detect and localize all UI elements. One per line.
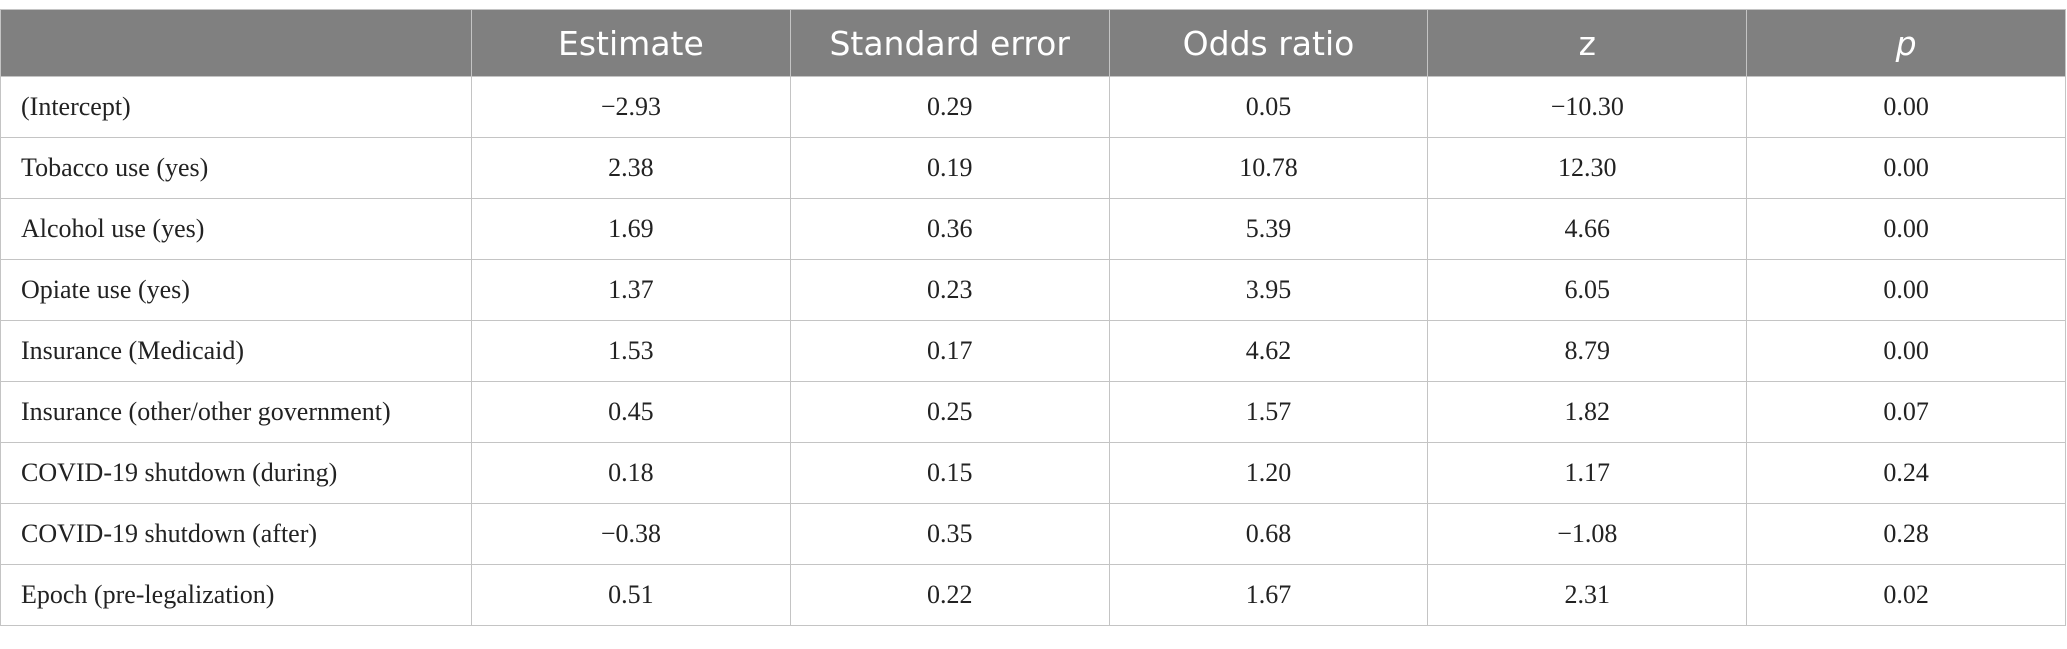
table-cell: 0.18	[471, 442, 791, 504]
table-cell: 12.30	[1427, 137, 1748, 199]
row-label: Insurance (other/other government)	[0, 381, 472, 443]
table-cell: 0.23	[789, 259, 1110, 321]
table-cell: 0.51	[471, 564, 791, 626]
table-cell: 0.35	[789, 503, 1110, 565]
table-cell: 0.05	[1108, 76, 1429, 138]
row-label: Epoch (pre-legalization)	[0, 564, 472, 626]
table-body: (Intercept) −2.93 0.29 0.05 −10.30 0.00 Tobacc…	[0, 76, 2066, 626]
table-cell: 0.00	[1746, 320, 2066, 382]
table-cell: 0.00	[1746, 259, 2066, 321]
table-cell: 1.20	[1108, 442, 1429, 504]
table-cell: 0.36	[789, 198, 1110, 260]
table-cell: 4.62	[1108, 320, 1429, 382]
results-table: Estimate Standard error Odds ratio z p (Inte…	[0, 9, 2066, 626]
table-cell: 10.78	[1108, 137, 1429, 199]
table-cell: 0.24	[1746, 442, 2066, 504]
table-row: COVID-19 shutdown (during) 0.18 0.15 1.20 1.…	[0, 442, 2066, 504]
header-cell: Odds ratio	[1108, 9, 1429, 77]
table-cell: 2.38	[471, 137, 791, 199]
table-row: Tobacco use (yes) 2.38 0.19 10.78 12.30 0.00	[0, 137, 2066, 199]
table-cell: 0.07	[1746, 381, 2066, 443]
table-cell: 0.22	[789, 564, 1110, 626]
table-cell: 0.29	[789, 76, 1110, 138]
table-cell: 5.39	[1108, 198, 1429, 260]
table-cell: 1.37	[471, 259, 791, 321]
table-cell: 0.02	[1746, 564, 2066, 626]
row-label: Opiate use (yes)	[0, 259, 472, 321]
table-cell: 0.19	[789, 137, 1110, 199]
table-row: Opiate use (yes) 1.37 0.23 3.95 6.05 0.00	[0, 259, 2066, 321]
table-row: Insurance (other/other government) 0.45 0.…	[0, 381, 2066, 443]
row-label: (Intercept)	[0, 76, 472, 138]
table-cell: −1.08	[1427, 503, 1748, 565]
table-cell: 4.66	[1427, 198, 1748, 260]
table-header: Estimate Standard error Odds ratio z p	[0, 9, 2066, 77]
table-cell: 0.17	[789, 320, 1110, 382]
table-cell: 0.68	[1108, 503, 1429, 565]
row-label: Insurance (Medicaid)	[0, 320, 472, 382]
table-cell: 1.57	[1108, 381, 1429, 443]
row-label: Tobacco use (yes)	[0, 137, 472, 199]
row-label: COVID-19 shutdown (after)	[0, 503, 472, 565]
table-row: COVID-19 shutdown (after) −0.38 0.35 0.68 −1…	[0, 503, 2066, 565]
table-cell: 8.79	[1427, 320, 1748, 382]
table-cell: 1.82	[1427, 381, 1748, 443]
table-cell: 0.28	[1746, 503, 2066, 565]
table-row: Alcohol use (yes) 1.69 0.36 5.39 4.66 0.00	[0, 198, 2066, 260]
table-cell: 0.25	[789, 381, 1110, 443]
header-cell-blank	[0, 9, 472, 77]
table-cell: 1.69	[471, 198, 791, 260]
table-row: Insurance (Medicaid) 1.53 0.17 4.62 8.79 0.00	[0, 320, 2066, 382]
header-cell: z	[1427, 9, 1748, 77]
table-cell: 1.17	[1427, 442, 1748, 504]
table-cell: −10.30	[1427, 76, 1748, 138]
table-row: (Intercept) −2.93 0.29 0.05 −10.30 0.00	[0, 76, 2066, 138]
header-cell: p	[1746, 9, 2066, 77]
table-cell: −0.38	[471, 503, 791, 565]
row-label: COVID-19 shutdown (during)	[0, 442, 472, 504]
table-cell: 1.53	[471, 320, 791, 382]
header-row: Estimate Standard error Odds ratio z p	[0, 9, 2066, 77]
table-cell: 2.31	[1427, 564, 1748, 626]
table-cell: 3.95	[1108, 259, 1429, 321]
table-cell: 0.15	[789, 442, 1110, 504]
header-cell: Standard error	[789, 9, 1110, 77]
table-row: Epoch (pre-legalization) 0.51 0.22 1.67 2.31…	[0, 564, 2066, 626]
row-label: Alcohol use (yes)	[0, 198, 472, 260]
table-cell: 0.00	[1746, 76, 2066, 138]
table-cell: 1.67	[1108, 564, 1429, 626]
table-cell: 0.00	[1746, 137, 2066, 199]
table-cell: −2.93	[471, 76, 791, 138]
table-cell: 0.00	[1746, 198, 2066, 260]
header-cell: Estimate	[471, 9, 791, 77]
table-cell: 0.45	[471, 381, 791, 443]
table-cell: 6.05	[1427, 259, 1748, 321]
